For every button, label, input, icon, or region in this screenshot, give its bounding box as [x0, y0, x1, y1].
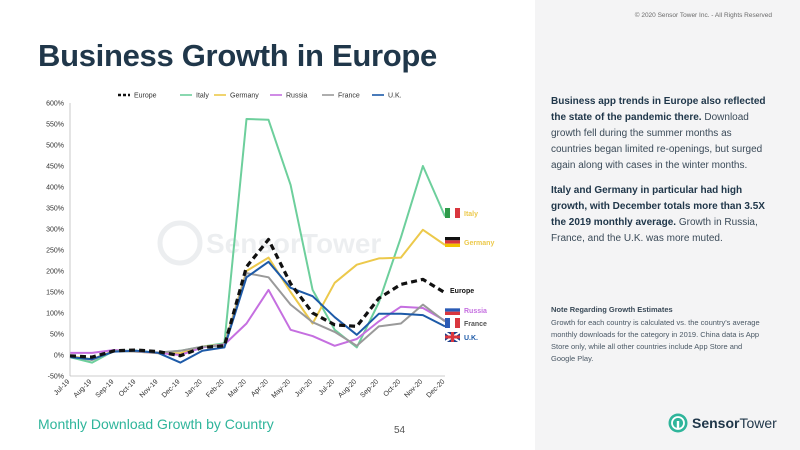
- y-tick-label: 400%: [46, 185, 64, 192]
- note-title: Note Regarding Growth Estimates: [551, 305, 673, 314]
- y-tick-label: -50%: [48, 374, 64, 381]
- growth-line-chart: SensorTower -50% 0% 50% 100% 150% 200% 250% 300%…: [46, 93, 494, 400]
- x-tick-label: Jul-19: [53, 378, 72, 397]
- y-tick-label: 300%: [46, 227, 64, 234]
- x-tick-label: Dec-19: [161, 378, 182, 399]
- summary-1-bold: Business app trends in Europe also refle…: [551, 96, 766, 123]
- y-tick-label: 550%: [46, 122, 64, 129]
- flag-icon: [444, 331, 461, 343]
- legend-label: France: [338, 93, 360, 100]
- legend-label: Russia: [286, 93, 308, 100]
- flag-stripe: [445, 243, 460, 247]
- x-tick-label: Sep-19: [95, 378, 116, 399]
- summary-paragraph-2: Italy and Germany in particular had high…: [551, 183, 766, 247]
- summary-1-text: Download growth fell during the summer m…: [551, 112, 763, 171]
- x-tick-label: Apr-20: [250, 378, 270, 398]
- end-label-europe: Europe: [450, 288, 474, 295]
- y-tick-label: 0%: [54, 353, 64, 360]
- flag-icon: [445, 237, 460, 247]
- x-tick-label: Oct-20: [382, 378, 402, 398]
- y-tick-label: 450%: [46, 164, 64, 171]
- logo-wordmark: SensorTower: [692, 415, 777, 431]
- page-number: 54: [394, 425, 406, 436]
- legend-label: Italy: [196, 93, 209, 100]
- flag-stripe: [445, 308, 460, 312]
- page-title: Business Growth in Europe: [38, 38, 437, 73]
- series-line-uk: [69, 260, 446, 364]
- summary-paragraph-1: Business app trends in Europe also refle…: [551, 94, 766, 174]
- end-label-uk: U.K.: [464, 335, 478, 342]
- note-body: Growth for each country is calculated vs…: [551, 318, 760, 363]
- legend-label: U.K.: [388, 93, 402, 100]
- flag-icon: [445, 318, 460, 328]
- legend-label: Germany: [230, 93, 259, 100]
- y-tick-label: 150%: [46, 290, 64, 297]
- y-tick-label: 600%: [46, 101, 64, 108]
- flag-stripe: [445, 318, 450, 328]
- watermark: SensorTower: [157, 220, 381, 266]
- flag-cross-h: [445, 335, 460, 339]
- flag-stripe: [445, 305, 460, 309]
- end-label-russia: Russia: [464, 308, 487, 315]
- series-line-russia: [70, 288, 446, 356]
- x-tick-label: Nov-20: [403, 378, 424, 399]
- x-tick-label: Mar-20: [227, 378, 248, 399]
- end-label-italy: Italy: [464, 211, 478, 218]
- series-line-europe: [69, 237, 446, 359]
- flag-stripe: [450, 318, 455, 328]
- y-tick-label: 250%: [46, 248, 64, 255]
- end-label-germany: Germany: [464, 240, 494, 247]
- chart-subtitle: Monthly Download Growth by Country: [38, 416, 274, 432]
- side-panel: [535, 0, 800, 450]
- summary-2-text: Growth in Russia, France, and the U.K. w…: [551, 217, 758, 244]
- watermark-icon: [157, 220, 203, 266]
- y-tick-label: 350%: [46, 206, 64, 213]
- x-tick-label: Oct-19: [118, 378, 138, 398]
- flag-stripe: [445, 208, 450, 218]
- y-tick-label: 200%: [46, 269, 64, 276]
- y-tick-label: 100%: [46, 311, 64, 318]
- x-tick-label: Jan-20: [184, 378, 204, 398]
- x-tick-label: Jul-20: [318, 378, 337, 397]
- flag-stripe: [455, 318, 460, 328]
- y-tick-label: 50%: [50, 332, 64, 339]
- x-tick-label: Sep-20: [359, 378, 380, 399]
- flag-stripe: [455, 208, 460, 218]
- x-tick-label: Aug-20: [337, 378, 358, 399]
- x-tick-label: Aug-19: [73, 378, 94, 399]
- flag-icon: [445, 305, 460, 315]
- series-line-france: [69, 272, 446, 361]
- end-label-france: France: [464, 321, 487, 328]
- logo-word-bold: Sensor: [692, 415, 740, 431]
- flag-stripe: [445, 237, 460, 241]
- sensortower-logo-icon: [668, 413, 688, 433]
- x-tick-label: Feb-20: [205, 378, 226, 399]
- y-tick-label: 500%: [46, 143, 64, 150]
- x-tick-label: Dec-20: [425, 378, 446, 399]
- x-tick-label: May-20: [271, 378, 293, 400]
- summary-2-bold: Italy and Germany in particular had high…: [551, 185, 765, 228]
- x-tick-label: Nov-19: [139, 378, 160, 399]
- legend-label: Europe: [134, 93, 157, 100]
- flag-stripe: [450, 208, 455, 218]
- flag-stripe: [445, 311, 460, 315]
- flag-icon: [445, 208, 460, 218]
- sensortower-logo: SensorTower: [668, 413, 777, 433]
- flag-stripe: [445, 240, 460, 244]
- copyright: © 2020 Sensor Tower Inc. - All Rights Re…: [634, 12, 772, 19]
- logo-word-light: Tower: [739, 415, 777, 431]
- x-tick-label: Jun-20: [294, 378, 314, 398]
